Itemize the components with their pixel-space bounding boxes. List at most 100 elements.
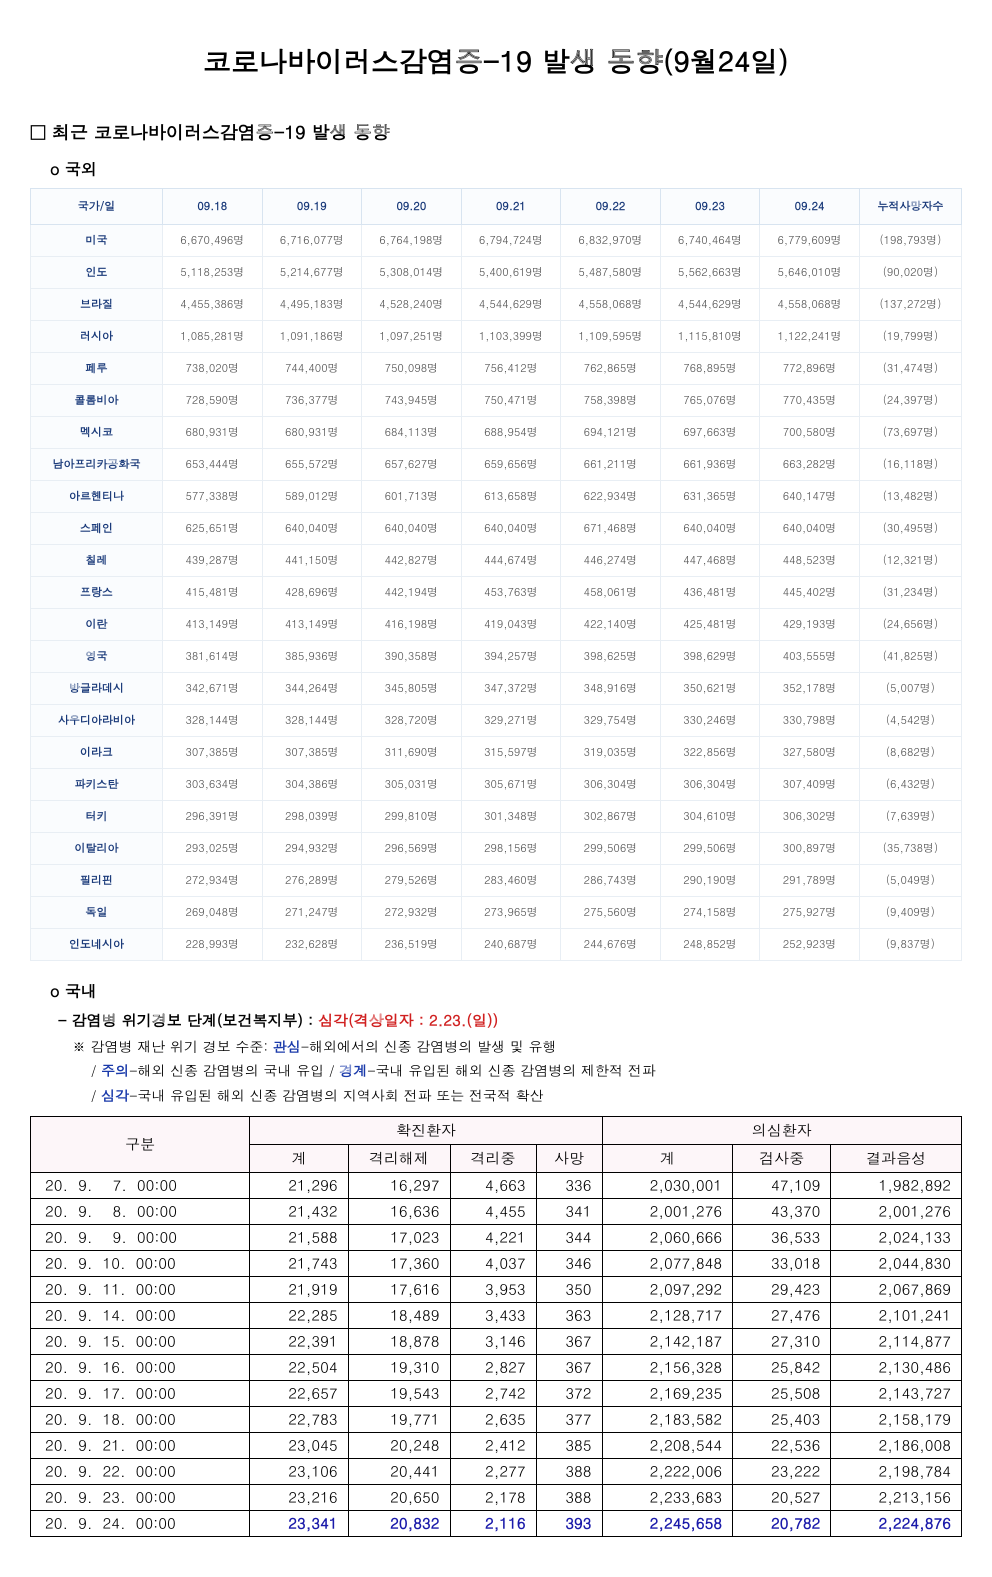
data-cell: (31,234명) — [859, 577, 961, 609]
subsection-overseas: o 국외 — [50, 157, 962, 180]
data-cell: 419,043명 — [461, 609, 561, 641]
data-cell: 276,289명 — [262, 865, 362, 897]
data-cell: 275,560명 — [561, 897, 661, 929]
alert-level: 심각(격상일자 : 2.23.(일)) — [318, 1010, 498, 1031]
data-cell: 19,310 — [348, 1355, 450, 1381]
kw3-desc: -국내 유입된 해외 신종 감염병의 제한적 전파 — [367, 1060, 655, 1080]
table-row: 필리핀272,934명276,289명279,526명283,460명286,7… — [31, 865, 962, 897]
table-row: 스페인625,651명640,040명640,040명640,040명671,4… — [31, 513, 962, 545]
data-cell: 347,372명 — [461, 673, 561, 705]
data-cell: 19,771 — [348, 1407, 450, 1433]
data-cell: 736,377명 — [262, 385, 362, 417]
data-cell: 330,798명 — [760, 705, 860, 737]
data-cell: 272,932명 — [362, 897, 462, 929]
data-cell: 2,044,830 — [831, 1251, 962, 1277]
kw1-desc: -해외에서의 신종 감염병의 발생 및 유행 — [301, 1036, 557, 1056]
table-row: 20. 9. 9. 00:0021,58817,0234,2213442,060… — [31, 1225, 962, 1251]
data-cell: 657,627명 — [362, 449, 462, 481]
data-cell: 299,810명 — [362, 801, 462, 833]
data-cell: 2,142,187 — [602, 1329, 733, 1355]
data-cell: (90,020명) — [859, 257, 961, 289]
data-cell: 22,783 — [250, 1407, 348, 1433]
data-cell: 21,743 — [250, 1251, 348, 1277]
data-cell: 6,779,609명 — [760, 225, 860, 257]
data-cell: 4,663 — [450, 1173, 536, 1199]
data-cell: (13,482명) — [859, 481, 961, 513]
date-cell: 20. 9. 24. 00:00 — [31, 1511, 250, 1537]
table-row: 20. 9. 24. 00:0023,34120,8322,1163932,24… — [31, 1511, 962, 1537]
data-cell: 304,386명 — [262, 769, 362, 801]
table-row: 방글라데시342,671명344,264명345,805명347,372명348… — [31, 673, 962, 705]
data-cell: 659,656명 — [461, 449, 561, 481]
data-cell: 1,085,281명 — [163, 321, 263, 353]
data-cell: 3,433 — [450, 1303, 536, 1329]
table-row: 이탈리아293,025명294,932명296,569명298,156명299,… — [31, 833, 962, 865]
kw4-desc: -국내 유입된 해외 신종 감염병의 지역사회 전파 또는 전국적 확산 — [129, 1085, 543, 1105]
data-cell: 4,455,386명 — [163, 289, 263, 321]
data-cell: 4,558,068명 — [760, 289, 860, 321]
note-prefix: ※ 감염병 재난 위기 경보 수준: — [72, 1036, 273, 1056]
data-cell: 329,271명 — [461, 705, 561, 737]
data-cell: 305,671명 — [461, 769, 561, 801]
data-cell: 613,658명 — [461, 481, 561, 513]
data-cell: 688,954명 — [461, 417, 561, 449]
data-cell: 17,616 — [348, 1277, 450, 1303]
data-cell: 296,391명 — [163, 801, 263, 833]
data-cell: 2,827 — [450, 1355, 536, 1381]
dom-hdr-category: 구분 — [31, 1117, 250, 1173]
data-cell: 640,040명 — [660, 513, 760, 545]
international-table: 국가/일09.1809.1909.2009.2109.2209.2309.24누… — [30, 188, 962, 961]
data-cell: 273,965명 — [461, 897, 561, 929]
data-cell: 772,896명 — [760, 353, 860, 385]
data-cell: 655,572명 — [262, 449, 362, 481]
data-cell: 743,945명 — [362, 385, 462, 417]
table-row: 20. 9. 16. 00:0022,50419,3102,8273672,15… — [31, 1355, 962, 1381]
data-cell: 640,040명 — [362, 513, 462, 545]
data-cell: 577,338명 — [163, 481, 263, 513]
data-cell: 306,304명 — [561, 769, 661, 801]
data-cell: 1,091,186명 — [262, 321, 362, 353]
data-cell: 413,149명 — [262, 609, 362, 641]
country-cell: 필리핀 — [31, 865, 163, 897]
date-cell: 20. 9. 16. 00:00 — [31, 1355, 250, 1381]
date-cell: 20. 9. 23. 00:00 — [31, 1485, 250, 1511]
data-cell: 436,481명 — [660, 577, 760, 609]
table-row: 터키296,391명298,039명299,810명301,348명302,86… — [31, 801, 962, 833]
data-cell: 403,555명 — [760, 641, 860, 673]
data-cell: 4,037 — [450, 1251, 536, 1277]
data-cell: 303,634명 — [163, 769, 263, 801]
data-cell: 2,114,877 — [831, 1329, 962, 1355]
country-cell: 인도네시아 — [31, 929, 163, 961]
data-cell: 738,020명 — [163, 353, 263, 385]
table-row: 20. 9. 10. 00:0021,74317,3604,0373462,07… — [31, 1251, 962, 1277]
country-cell: 남아프리카공화국 — [31, 449, 163, 481]
data-cell: 232,628명 — [262, 929, 362, 961]
data-cell: (9,409명) — [859, 897, 961, 929]
data-cell: 20,527 — [733, 1485, 831, 1511]
data-cell: 302,867명 — [561, 801, 661, 833]
data-cell: 1,097,251명 — [362, 321, 462, 353]
data-cell: 4,544,629명 — [660, 289, 760, 321]
data-cell: (9,837명) — [859, 929, 961, 961]
data-cell: 299,506명 — [660, 833, 760, 865]
data-cell: 2,277 — [450, 1459, 536, 1485]
data-cell: (35,738명) — [859, 833, 961, 865]
data-cell: 2,198,784 — [831, 1459, 962, 1485]
data-cell: 275,927명 — [760, 897, 860, 929]
data-cell: 2,183,582 — [602, 1407, 733, 1433]
table-row: 멕시코680,931명680,931명684,113명688,954명694,1… — [31, 417, 962, 449]
data-cell: 23,222 — [733, 1459, 831, 1485]
data-cell: 1,115,810명 — [660, 321, 760, 353]
data-cell: 671,468명 — [561, 513, 661, 545]
data-cell: 283,460명 — [461, 865, 561, 897]
dom-subheader: 계 — [602, 1145, 733, 1173]
data-cell: 756,412명 — [461, 353, 561, 385]
data-cell: 20,782 — [733, 1511, 831, 1537]
table-row: 20. 9. 23. 00:0023,21620,6502,1783882,23… — [31, 1485, 962, 1511]
data-cell: (4,542명) — [859, 705, 961, 737]
data-cell: 22,285 — [250, 1303, 348, 1329]
data-cell: 4,558,068명 — [561, 289, 661, 321]
data-cell: 27,310 — [733, 1329, 831, 1355]
dom-hdr-confirmed: 확진환자 — [250, 1117, 602, 1145]
data-cell: 5,400,619명 — [461, 257, 561, 289]
